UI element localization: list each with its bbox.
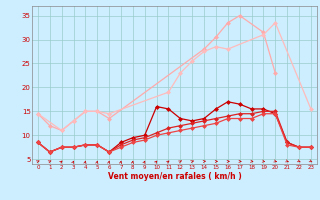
X-axis label: Vent moyen/en rafales ( km/h ): Vent moyen/en rafales ( km/h ) (108, 172, 241, 181)
